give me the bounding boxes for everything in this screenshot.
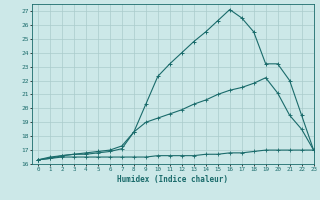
- X-axis label: Humidex (Indice chaleur): Humidex (Indice chaleur): [117, 175, 228, 184]
